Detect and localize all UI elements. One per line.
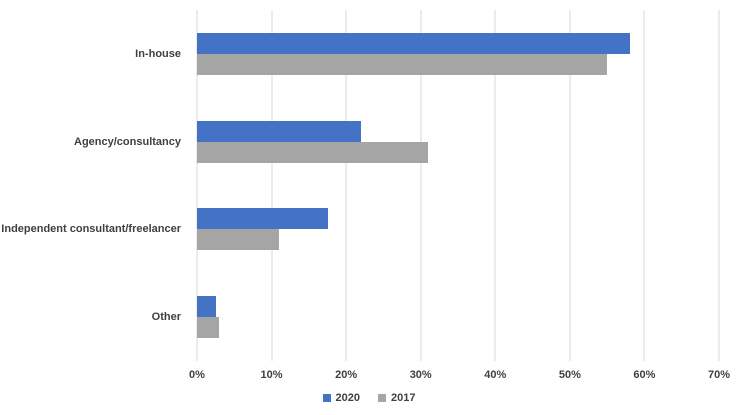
chart-legend: 2020 2017 (0, 392, 738, 404)
bar-2020-in-house (197, 32, 630, 54)
gridline-10% (271, 10, 273, 361)
category-label-independent-consultant-freelancer: Independent consultant/freelancer (1, 223, 181, 236)
category-group-other (197, 273, 719, 361)
tick-label-20%: 20% (335, 369, 358, 381)
category-label-agency-consultancy: Agency/consultancy (74, 135, 181, 148)
category-group-independent-consultant-freelancer (197, 186, 719, 274)
tick-label-10%: 10% (260, 369, 283, 381)
bar-2020-agency-consultancy (197, 120, 362, 142)
legend-item-2017: 2017 (378, 392, 415, 404)
bar-2020-independent-consultant-freelancer (197, 208, 328, 230)
plot-area (196, 10, 720, 361)
category-group-in-house (197, 10, 719, 98)
gridline-50% (569, 10, 571, 361)
legend-item-2020: 2020 (322, 392, 360, 404)
category-label-in-house: In-house (135, 47, 181, 60)
legend-swatch-icon (378, 394, 386, 402)
category-axis-labels: In-house Agency/consultancy Independent co… (0, 10, 189, 361)
gridline-0% (196, 10, 198, 361)
gridline-60% (643, 10, 645, 361)
legend-label: 2017 (391, 392, 416, 404)
gridline-40% (494, 10, 496, 361)
gridline-20% (345, 10, 347, 361)
category-group-agency-consultancy (197, 98, 719, 186)
gridline-30% (420, 10, 422, 361)
bar-2020-other (197, 296, 217, 318)
bar-2017-independent-consultant-freelancer (197, 229, 280, 251)
legend-swatch-icon (322, 394, 331, 402)
bar-2017-other (197, 317, 220, 339)
tick-label-70%: 70% (707, 369, 731, 381)
tick-label-0%: 0% (189, 369, 205, 381)
tick-label-50%: 50% (558, 369, 581, 381)
category-label-other: Other (151, 311, 181, 324)
legend-label: 2020 (335, 392, 360, 404)
tick-label-40%: 40% (484, 369, 507, 381)
bar-2017-agency-consultancy (197, 141, 429, 163)
bar-2017-in-house (197, 53, 608, 75)
tick-label-30%: 30% (409, 369, 432, 381)
gridline-70% (718, 10, 720, 361)
tick-label-60%: 60% (633, 369, 656, 381)
